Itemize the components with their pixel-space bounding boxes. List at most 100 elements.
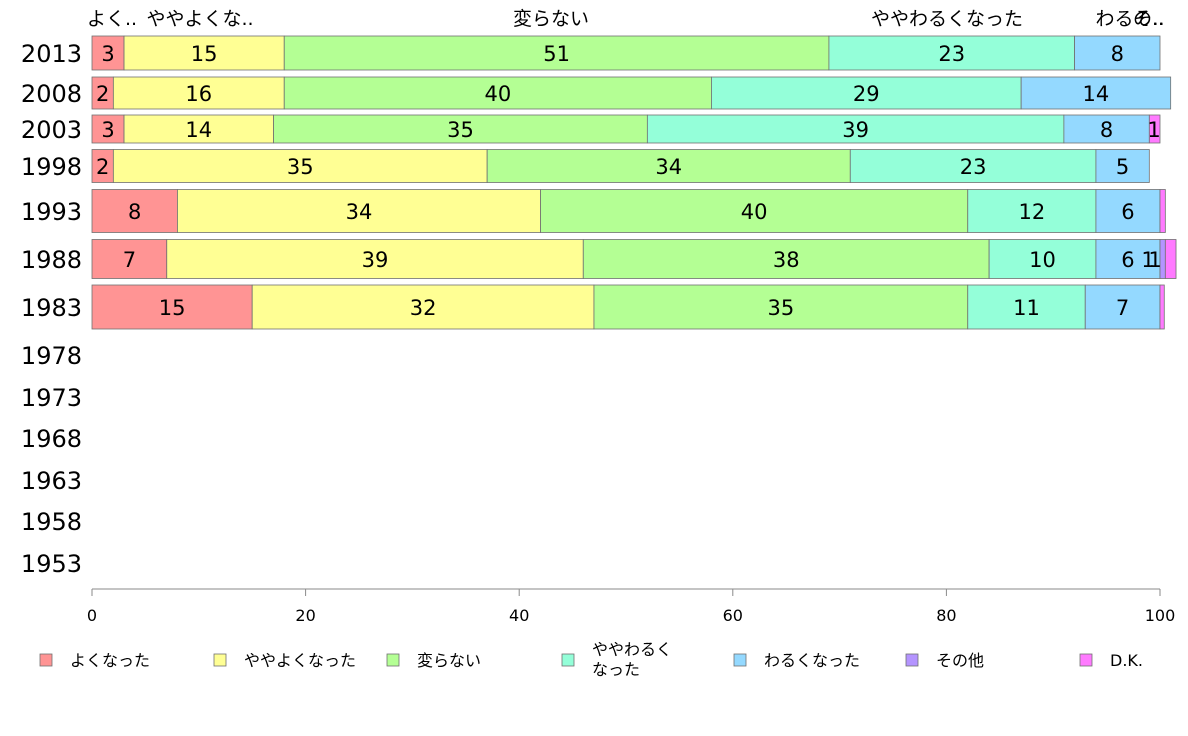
x-tick-label-100: 100	[1145, 606, 1176, 625]
year-label-1988: 1988	[21, 246, 82, 274]
legend-label-6: D.K.	[1110, 651, 1143, 670]
series-top-labels: よく.. ややよくな.. 変らない ややわるくなった わるそ..の..	[87, 8, 1165, 30]
legend-label-4: わるくなった	[764, 651, 860, 670]
value-label-2008-1: 16	[185, 82, 212, 106]
bar-2008-3	[711, 76, 1022, 110]
year-label-2003: 2003	[21, 116, 82, 144]
value-label-1988-3: 10	[1029, 248, 1056, 272]
legend-label-5: その他	[936, 651, 984, 670]
year-label-1973: 1973	[21, 384, 82, 412]
top-label-2: 変らない	[513, 8, 589, 30]
legend-item-6: D.K.	[1079, 651, 1143, 670]
legend-item-3: ややわるくなった	[561, 640, 672, 679]
bar-1998-4	[1095, 149, 1150, 183]
year-label-1968: 1968	[21, 425, 82, 453]
bar-1993-6	[1159, 189, 1166, 233]
x-tick-label-40: 40	[509, 606, 529, 625]
legend-swatch-2	[386, 653, 400, 667]
value-label-1993-0: 8	[128, 200, 141, 224]
value-label-2008-0: 2	[96, 82, 109, 106]
value-labels: 3 15 51 23 82 16 40 29 143 14 35 39 8 12 35 34 23 58 34 40 1…	[96, 42, 1162, 320]
bar-1983-1	[251, 284, 595, 330]
bar-1998-2	[486, 149, 851, 183]
legend-item-4: わるくなった	[733, 651, 860, 670]
bar-1988-3	[988, 239, 1097, 279]
bar-1983-4	[1084, 284, 1161, 330]
legend-swatch-1	[213, 653, 227, 667]
value-label-1998-2: 34	[655, 155, 682, 179]
bar-1983-3	[967, 284, 1086, 330]
bar-1988-1	[166, 239, 584, 279]
bar-1993-2	[540, 189, 969, 233]
year-label-1958: 1958	[21, 508, 82, 536]
top-label-5: の..	[1133, 8, 1164, 30]
bar-2008-1	[112, 76, 285, 110]
legend-swatch-5	[905, 653, 919, 667]
legend-item-5: その他	[905, 651, 984, 670]
value-label-1988-6: 1	[1148, 248, 1161, 272]
value-label-2003-1: 14	[185, 118, 212, 142]
value-label-1988-5: 1	[1141, 248, 1154, 272]
bar-1983-2	[593, 284, 969, 330]
legend-label-0: よくなった	[70, 651, 150, 670]
value-label-1993-1: 34	[346, 200, 373, 224]
year-label-2013: 2013	[21, 40, 82, 68]
top-label-0: よく..	[87, 8, 137, 30]
top-label-1: ややよくな..	[146, 8, 253, 30]
value-label-1983-1: 32	[410, 296, 437, 320]
bar-1998-3	[849, 149, 1097, 183]
year-label-1983: 1983	[21, 294, 82, 322]
legend-item-1: ややよくなった	[213, 651, 356, 670]
legend-swatch-0	[39, 653, 53, 667]
bar-2003-2	[273, 114, 648, 144]
bar-1988-6	[1164, 239, 1177, 279]
x-tick-label-60: 60	[723, 606, 743, 625]
x-tick-label-0: 0	[87, 606, 97, 625]
year-label-1953: 1953	[21, 550, 82, 578]
value-label-1988-1: 39	[362, 248, 389, 272]
value-label-2013-3: 23	[938, 42, 965, 66]
value-label-1988-0: 7	[123, 248, 136, 272]
bar-2008-4	[1020, 76, 1172, 110]
value-label-2013-1: 15	[191, 42, 218, 66]
bar-1988-0	[91, 239, 168, 279]
value-label-1983-3: 11	[1013, 296, 1040, 320]
top-label-4: わるそ..	[1095, 8, 1164, 30]
year-label-2008: 2008	[21, 80, 82, 108]
value-label-1998-0: 2	[96, 155, 109, 179]
value-label-2008-3: 29	[853, 82, 880, 106]
value-label-2003-6: 1	[1147, 118, 1160, 142]
bar-1993-0	[91, 189, 178, 233]
bar-2008-2	[283, 76, 712, 110]
year-label-1978: 1978	[21, 342, 82, 370]
bar-1993-3	[967, 189, 1097, 233]
bar-1983-6	[1159, 284, 1165, 330]
bar-1983-0	[91, 284, 253, 330]
value-label-1998-3: 23	[960, 155, 987, 179]
bar-1993-4	[1095, 189, 1161, 233]
value-label-2008-4: 14	[1083, 82, 1110, 106]
value-label-1993-3: 12	[1018, 200, 1045, 224]
bar-2013-4	[1074, 35, 1161, 71]
bar-2003-4	[1063, 114, 1150, 144]
value-label-2013-2: 51	[543, 42, 570, 66]
value-label-1998-4: 5	[1116, 155, 1129, 179]
value-label-2013-0: 3	[101, 42, 114, 66]
value-label-1988-4: 6	[1121, 248, 1134, 272]
legend-swatch-3	[561, 653, 575, 667]
value-label-2008-2: 40	[484, 82, 511, 106]
value-label-2003-2: 35	[447, 118, 474, 142]
bar-1988-2	[582, 239, 990, 279]
bar-1998-1	[112, 149, 488, 183]
value-label-1988-2: 38	[773, 248, 800, 272]
value-label-2003-0: 3	[101, 118, 114, 142]
year-label-1993: 1993	[21, 198, 82, 226]
legend-label-1: ややよくなった	[244, 651, 356, 670]
value-label-1983-0: 15	[159, 296, 186, 320]
year-label-1998: 1998	[21, 153, 82, 181]
legend-swatch-6	[1079, 653, 1093, 667]
top-label-3: ややわるくなった	[871, 8, 1023, 30]
bar-2003-1	[123, 114, 274, 144]
legend: よくなった ややよくなった 変らない ややわるくなった わるくなった その他 D.K.	[39, 640, 1143, 679]
